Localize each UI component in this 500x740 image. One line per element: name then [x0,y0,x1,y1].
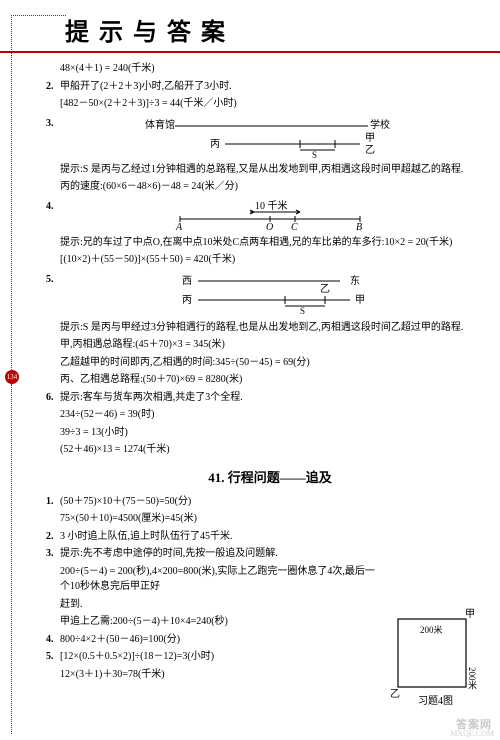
problem-4-figure: 甲 200米 200米 乙 习题4图 [390,607,480,710]
text: 3 小时追上队伍,追上时队伍行了45千米. [60,531,233,542]
svg-text:丙: 丙 [210,139,220,150]
text: 甲,丙相遇总路程:(45＋70)×3 = 345(米) [60,339,225,350]
svg-text:A: A [175,222,183,231]
svg-text:200米: 200米 [420,624,443,635]
svg-text:S: S [300,306,305,316]
item-num: 6. [46,390,54,406]
text: 乙超越甲的时间即丙,乙相遇的时间:345÷(50－45) = 69(分) [60,357,310,368]
svg-text:乙: 乙 [320,283,330,295]
text: 800÷4×2＋(50－46)=100(分) [60,634,180,645]
text: (50＋75)×10＋(75－50)=50(分) [60,496,191,507]
text: 甲船开了(2＋2＋3)小时,乙船开了3小时. [60,81,232,92]
page-number-badge: 134 [5,370,19,384]
text: [12×(0.5＋0.5×2)]÷(18－12)=3(小时) [60,651,214,662]
text: 提示:客车与货车两次相遇,共走了3个全程. [60,392,243,403]
item-num: 2. [46,529,54,545]
text: 提示:先不考虑中途停的时间,先按一般追及问题解. [60,548,278,559]
item-num: 4. [46,199,54,215]
text: 48×(4＋1) = 240(千米) [60,63,155,74]
text: 200÷(5－4) = 200(秒),4×200=800(米),实际上乙跑完一圈… [60,566,375,593]
text: 提示:S 是丙与甲经过3分钟相遇行的路程,也是从出发地到乙,丙相遇这段时间乙超过… [60,322,463,333]
svg-text:习题4图: 习题4图 [418,695,453,707]
svg-text:甲: 甲 [365,133,375,144]
svg-text:乙: 乙 [365,144,375,156]
text: 12×(3＋1)＋30=78(千米) [60,669,165,680]
svg-text:乙: 乙 [390,688,400,700]
svg-text:10 千米: 10 千米 [255,199,288,212]
text: 丙、乙相遇总路程:(50＋70)×69 = 8280(米) [60,374,242,385]
item-num: 1. [46,494,54,510]
diagram-4: 10 千米 A O C B [60,199,480,231]
text: 提示:S 是丙与乙经过1分钟相遇的总路程,又是从出发地到甲,丙相遇这段时间甲超越… [60,164,463,175]
text: 75×(50＋10)=4500(厘米)=45(米) [60,513,197,524]
section-title: 41. 行程问题——追及 [60,468,480,488]
diagram-3: 体育馆 学校 甲 丙 S 乙 [60,116,480,158]
text: 赶到. [60,599,83,610]
text: 提示:兄的车过了中点O,在离中点10米处C点两车相遇,兄的车比弟的车多行:10×… [60,237,452,248]
text: 丙的速度:(60×6－48×6)－48 = 24(米／分) [60,181,238,192]
item-num: 2. [46,79,54,95]
watermark-url: MXQE.COM [450,729,494,738]
text: (52＋46)×13 = 1274(千米) [60,444,170,455]
svg-text:200米: 200米 [467,667,477,690]
diagram-5: 西 乙 东 丙 S 甲 [60,272,480,316]
item-num: 5. [46,272,54,288]
svg-text:学校: 学校 [370,118,390,131]
item-num: 3. [46,116,54,132]
svg-text:甲: 甲 [355,295,365,306]
svg-text:C: C [291,222,298,231]
text: 234÷(52－46) = 39(时) [60,409,154,420]
svg-text:丙: 丙 [182,295,192,306]
svg-text:B: B [356,222,362,231]
item-num: 4. [46,632,54,648]
svg-text:体育馆: 体育馆 [145,118,175,131]
svg-text:西: 西 [182,276,192,287]
text: 39÷3 = 13(小时) [60,427,128,438]
item-num: 3. [46,546,54,562]
svg-text:甲: 甲 [465,609,475,620]
svg-text:东: 东 [350,274,360,287]
svg-text:S: S [312,150,317,158]
text: [482－50×(2＋2＋3)]÷3 = 44(千米／小时) [60,98,237,109]
content-body: 48×(4＋1) = 240(千米) 2. 甲船开了(2＋2＋3)小时,乙船开了… [0,53,500,682]
item-num: 5. [46,649,54,665]
text: [(10×2)＋(55－50)]×(55＋50) = 420(千米) [60,254,235,265]
text: 甲追上乙需:200÷(5－4)＋10×4=240(秒) [60,616,228,627]
svg-text:O: O [266,222,273,231]
page-title: 提示与答案 [65,12,500,47]
